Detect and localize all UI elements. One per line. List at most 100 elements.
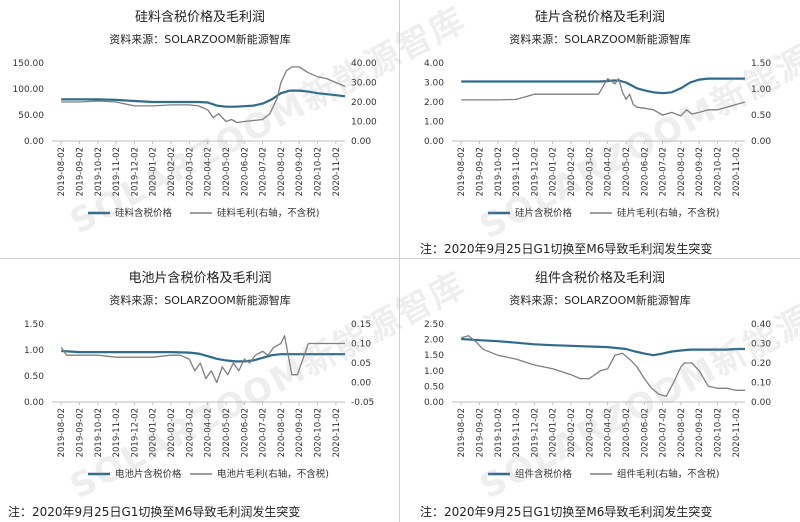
y-tick-label-right: 0.00 xyxy=(751,137,771,147)
series-line-price xyxy=(61,89,346,108)
x-tick-label: 2020-05-02 xyxy=(622,147,632,196)
y-tick-label-right: 0.10 xyxy=(751,379,771,389)
y-tick-label-right: 40.00 xyxy=(351,59,377,69)
x-tick-label: 2019-10-02 xyxy=(94,408,104,457)
x-tick-label: 2019-10-02 xyxy=(494,408,504,457)
x-tick-label: 2020-01-02 xyxy=(149,147,159,196)
x-tick-label: 2020-06-02 xyxy=(240,408,250,457)
y-tick-label-right: 1.00 xyxy=(751,85,771,95)
x-tick-label: 2020-03-02 xyxy=(185,408,195,457)
x-tick-label: 2019-12-02 xyxy=(530,408,540,457)
x-tick-label: 2020-02-02 xyxy=(167,147,177,196)
horizontal-divider xyxy=(0,258,800,259)
x-tick-label: 2020-08-02 xyxy=(677,147,687,196)
x-tick-label: 2019-09-02 xyxy=(475,147,485,196)
x-tick-label: 2020-09-02 xyxy=(695,408,705,457)
y-tick-label-right: 20.00 xyxy=(351,98,377,108)
y-tick-label-right: 30.00 xyxy=(351,79,377,89)
x-tick-label: 2019-09-02 xyxy=(75,147,85,196)
x-tick-label: 2020-05-02 xyxy=(222,147,232,196)
y-tick-label-right: -0.05 xyxy=(351,398,374,408)
chart-subtitle: 资料来源：SOLARZOOM新能源智库 xyxy=(109,293,291,307)
series-line-price xyxy=(461,77,745,95)
y-tick-label-left: 0.00 xyxy=(424,137,444,147)
x-tick-label: 2020-05-02 xyxy=(622,408,632,457)
x-tick-label: 2019-12-02 xyxy=(130,408,140,457)
x-tick-label: 2019-12-02 xyxy=(530,147,540,196)
y-tick-label-left: 1.00 xyxy=(24,346,44,356)
y-tick-label-left: 0.00 xyxy=(24,137,44,147)
y-tick-label-right: 0.05 xyxy=(351,359,371,369)
x-tick-label: 2020-09-02 xyxy=(295,408,305,457)
y-tick-label-right: 0.00 xyxy=(351,379,371,389)
legend-label: 硅片毛利(右轴，不含税) xyxy=(617,207,719,219)
note-cell: 注：2020年9月25日G1切换至M6导致毛利润发生突变 xyxy=(8,505,301,519)
y-tick-label-left: 3.00 xyxy=(424,79,444,89)
chart-subtitle: 资料来源：SOLARZOOM新能源智库 xyxy=(509,32,691,46)
y-tick-label-right: 10.00 xyxy=(351,118,377,128)
y-tick-label-left: 1.00 xyxy=(424,367,444,377)
legend-label: 硅料含税价格 xyxy=(115,207,173,219)
x-tick-label: 2019-10-02 xyxy=(94,147,104,196)
x-tick-label: 2020-06-02 xyxy=(640,408,650,457)
x-tick-label: 2020-07-02 xyxy=(259,147,269,196)
x-tick-label: 2020-02-02 xyxy=(567,408,577,457)
x-tick-label: 2020-01-02 xyxy=(549,408,559,457)
series-line-price xyxy=(461,337,745,357)
x-tick-label: 2019-09-02 xyxy=(75,408,85,457)
y-tick-label-right: 0.50 xyxy=(751,111,771,121)
x-tick-label: 2019-10-02 xyxy=(494,147,504,196)
x-tick-label: 2020-10-02 xyxy=(314,408,324,457)
chart-title: 硅片含税价格及毛利润 xyxy=(535,9,665,25)
y-tick-label-left: 1.50 xyxy=(24,320,44,330)
x-tick-label: 2019-11-02 xyxy=(512,147,522,196)
x-tick-label: 2019-08-02 xyxy=(457,147,467,196)
series-line-margin xyxy=(60,335,345,384)
y-tick-label-left: 2.50 xyxy=(424,320,444,330)
chart-panel-cell: 电池片含税价格及毛利润资料来源：SOLARZOOM新能源智库 0.00 0.50 1.… xyxy=(0,261,400,522)
x-tick-label: 2020-10-02 xyxy=(714,147,724,196)
y-tick-label-left: 0.00 xyxy=(24,398,44,408)
y-tick-label-left: 0.50 xyxy=(424,382,444,392)
x-tick-label: 2020-11-02 xyxy=(732,408,742,457)
note-module: 注：2020年9月25日G1切换至M6导致毛利润发生突变 xyxy=(420,505,713,519)
chart-subtitle: 资料来源：SOLARZOOM新能源智库 xyxy=(509,293,691,307)
y-tick-label-right: 0.15 xyxy=(351,320,371,330)
x-tick-label: 2020-07-02 xyxy=(259,408,269,457)
x-tick-label: 2020-08-02 xyxy=(277,408,287,457)
legend-label: 电池片毛利(右轴，不含税) xyxy=(217,468,329,480)
chart-panel-wafer: 硅片含税价格及毛利润 资料来源：SOLARZOOM新能源智库 0.00 1.00 2.0… xyxy=(400,0,800,261)
x-tick-label: 2020-06-02 xyxy=(640,147,650,196)
x-tick-label: 2020-10-02 xyxy=(314,147,324,196)
series-line-margin xyxy=(61,66,346,124)
vertical-divider xyxy=(399,0,400,522)
note-wafer: 注：2020年9月25日G1切换至M6导致毛利润发生突变 xyxy=(420,242,713,256)
x-tick-label: 2019-08-02 xyxy=(57,408,67,457)
y-tick-label-left: 1.00 xyxy=(424,118,444,128)
x-tick-label: 2019-09-02 xyxy=(475,408,485,457)
x-tick-label: 2020-05-02 xyxy=(222,408,232,457)
y-tick-label-right: 0.40 xyxy=(751,320,771,330)
x-tick-label: 2020-08-02 xyxy=(277,147,287,196)
x-tick-label: 2019-11-02 xyxy=(112,147,122,196)
x-tick-label: 2020-11-02 xyxy=(332,147,342,196)
x-tick-label: 2019-08-02 xyxy=(457,408,467,457)
y-tick-label-left: 4.00 xyxy=(424,59,444,69)
y-tick-label-left: 50.00 xyxy=(18,111,44,121)
chart-title: 电池片含税价格及毛利润 xyxy=(128,270,271,286)
x-tick-label: 2019-11-02 xyxy=(512,408,522,457)
series-line-margin xyxy=(461,77,746,117)
x-tick-label: 2020-09-02 xyxy=(695,147,705,196)
y-tick-label-left: 2.00 xyxy=(424,336,444,346)
legend-label: 硅料毛利(右轴，不含税) xyxy=(217,207,319,219)
y-tick-label-left: 0.50 xyxy=(24,372,44,382)
x-tick-label: 2020-08-02 xyxy=(677,408,687,457)
y-tick-label-left: 0.00 xyxy=(424,398,444,408)
y-tick-label-right: 0.10 xyxy=(351,340,371,350)
y-tick-label-right: 1.50 xyxy=(751,59,771,69)
x-tick-label: 2019-11-02 xyxy=(112,408,122,457)
y-tick-label-left: 100.00 xyxy=(13,85,45,95)
legend-label: 电池片含税价格 xyxy=(115,468,182,480)
x-tick-label: 2020-11-02 xyxy=(332,408,342,457)
